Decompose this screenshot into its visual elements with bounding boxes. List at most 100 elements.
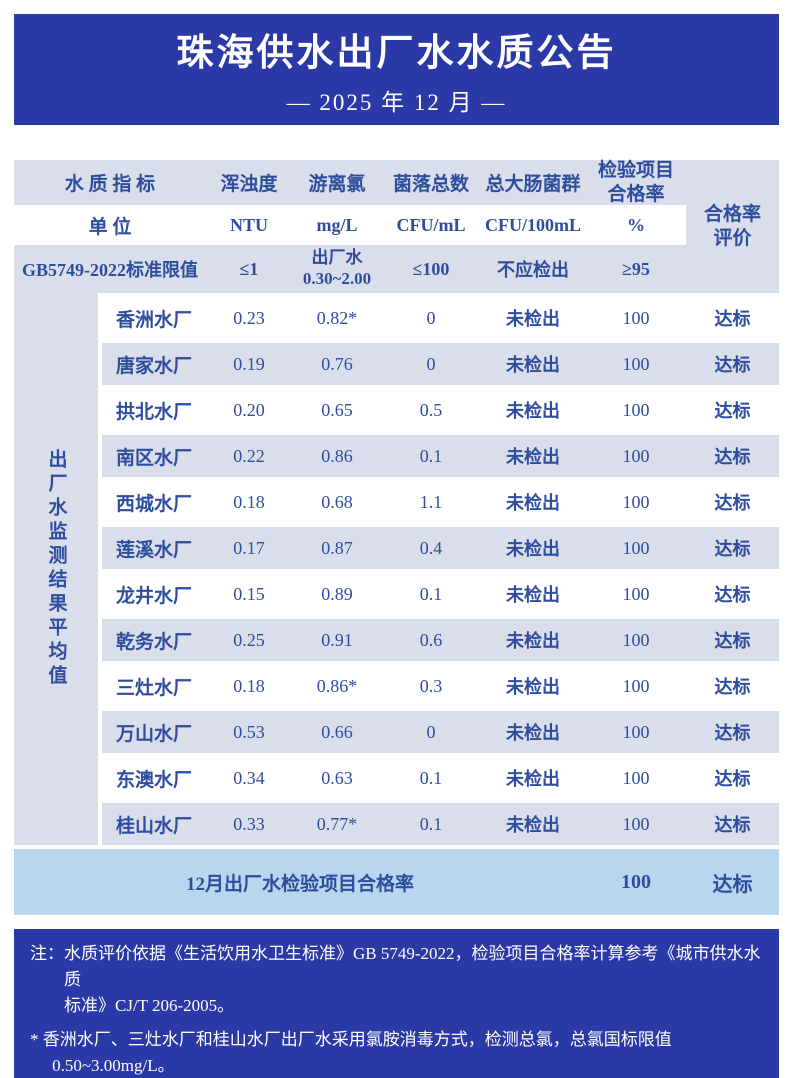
coliform-value: 未检出 xyxy=(506,769,560,789)
coliform-value: 未检出 xyxy=(506,723,560,743)
chlorine-value: 0.82* xyxy=(316,307,358,328)
evaluation-value: 达标 xyxy=(714,447,751,467)
bacteria-value: 0.3 xyxy=(419,675,443,696)
plant-name: 东澳水厂 xyxy=(115,769,192,791)
evaluation-value: 达标 xyxy=(714,309,751,329)
chlorine-value: 0.77* xyxy=(316,813,358,834)
pass-rate-value: 100 xyxy=(622,399,650,420)
turbidity-value: 0.19 xyxy=(233,353,265,374)
plant-name: 三灶水厂 xyxy=(115,677,192,699)
table-body: 出厂水监测结果平均值 香洲水厂 0.23 0.82* 0 未检出 100 达标 … xyxy=(14,293,779,845)
bacteria-value: 1.1 xyxy=(419,491,443,512)
bacteria-value: 0.1 xyxy=(419,445,443,466)
header-evaluation: 合格率 评价 xyxy=(686,160,779,293)
pass-rate-value: 100 xyxy=(622,353,650,374)
turbidity-value: 0.15 xyxy=(233,583,265,604)
plant-name: 莲溪水厂 xyxy=(115,539,192,561)
plant-name: 唐家水厂 xyxy=(115,355,192,377)
evaluation-value: 达标 xyxy=(714,769,751,789)
header-coliform: 总大肠菌群 xyxy=(480,160,586,205)
pass-rate-value: 100 xyxy=(622,537,650,558)
turbidity-value: 0.18 xyxy=(233,491,265,512)
summary-pass-rate: 100 xyxy=(621,870,651,893)
table-row: 南区水厂 0.22 0.86 0.1 未检出 100 达标 xyxy=(102,431,779,477)
pass-rate-value: 100 xyxy=(622,583,650,604)
pass-rate-value: 100 xyxy=(622,445,650,466)
unit-turbidity: NTU xyxy=(229,214,268,235)
coliform-value: 未检出 xyxy=(506,493,560,513)
page-subtitle: — 2025 年 12 月 — xyxy=(286,90,507,115)
unit-pass-rate: % xyxy=(627,214,645,235)
header-free-chlorine: 游离氯 xyxy=(292,160,382,205)
table-row: 龙井水厂 0.15 0.89 0.1 未检出 100 达标 xyxy=(102,569,779,615)
pass-rate-value: 100 xyxy=(622,813,650,834)
turbidity-value: 0.22 xyxy=(233,445,265,466)
unit-coliform: CFU/100mL xyxy=(485,214,581,235)
chlorine-value: 0.91 xyxy=(321,629,353,650)
standard-pass-rate: ≥95 xyxy=(586,245,686,293)
evaluation-value: 达标 xyxy=(714,355,751,375)
table-row: 乾务水厂 0.25 0.91 0.6 未检出 100 达标 xyxy=(102,615,779,661)
summary-row: 12月出厂水检验项目合格率 100 达标 xyxy=(14,845,779,915)
coliform-value: 未检出 xyxy=(506,447,560,467)
pass-rate-value: 100 xyxy=(622,491,650,512)
bacteria-value: 0.1 xyxy=(419,767,443,788)
coliform-value: 未检出 xyxy=(506,355,560,375)
coliform-value: 未检出 xyxy=(506,539,560,559)
turbidity-value: 0.18 xyxy=(233,675,265,696)
table-header: 水 质 指 标 浑浊度 游离氯 菌落总数 总大肠菌群 检验项目 合格率 合格率 … xyxy=(14,160,779,293)
standard-row-label: GB5749-2022标准限值 xyxy=(14,245,206,293)
turbidity-value: 0.34 xyxy=(233,767,265,788)
plant-name: 万山水厂 xyxy=(115,723,192,745)
header-indicator-label: 水 质 指 标 xyxy=(14,160,206,205)
coliform-value: 未检出 xyxy=(506,815,560,835)
evaluation-value: 达标 xyxy=(714,677,751,697)
evaluation-value: 达标 xyxy=(714,585,751,605)
plant-name: 拱北水厂 xyxy=(115,401,192,423)
table-row: 桂山水厂 0.33 0.77* 0.1 未检出 100 达标 xyxy=(102,799,779,845)
turbidity-value: 0.25 xyxy=(233,629,265,650)
table-row: 西城水厂 0.18 0.68 1.1 未检出 100 达标 xyxy=(102,477,779,523)
turbidity-value: 0.20 xyxy=(233,399,265,420)
chlorine-value: 0.63 xyxy=(321,767,353,788)
evaluation-value: 达标 xyxy=(714,539,751,559)
bacteria-value: 0 xyxy=(426,721,436,742)
unit-row-label: 单 位 xyxy=(88,216,132,238)
plant-name: 龙井水厂 xyxy=(115,585,192,607)
chlorine-value: 0.86* xyxy=(316,675,358,696)
turbidity-value: 0.33 xyxy=(233,813,265,834)
evaluation-value: 达标 xyxy=(714,493,751,513)
chlorine-value: 0.65 xyxy=(321,399,353,420)
chlorine-value: 0.76 xyxy=(321,353,353,374)
chlorine-value: 0.66 xyxy=(321,721,353,742)
table-row: 唐家水厂 0.19 0.76 0 未检出 100 达标 xyxy=(102,339,779,385)
bacteria-value: 0 xyxy=(426,353,436,374)
evaluation-value: 达标 xyxy=(714,815,751,835)
page-title: 珠海供水出厂水水质公告 xyxy=(176,33,617,74)
chlorine-value: 0.86 xyxy=(321,445,353,466)
bacteria-value: 0.5 xyxy=(419,399,443,420)
table-row: 香洲水厂 0.23 0.82* 0 未检出 100 达标 xyxy=(102,293,779,339)
pass-rate-value: 100 xyxy=(622,675,650,696)
header-turbidity: 浑浊度 xyxy=(206,160,292,205)
notes-box: 注：水质评价依据《生活饮用水卫生标准》GB 5749-2022，检验项目合格率计… xyxy=(14,929,779,1078)
table-row: 莲溪水厂 0.17 0.87 0.4 未检出 100 达标 xyxy=(102,523,779,569)
plant-name: 香洲水厂 xyxy=(115,309,192,331)
turbidity-value: 0.23 xyxy=(233,307,265,328)
standard-bacteria: ≤100 xyxy=(382,245,480,293)
header-bacteria-count: 菌落总数 xyxy=(382,160,480,205)
table-row: 拱北水厂 0.20 0.65 0.5 未检出 100 达标 xyxy=(102,385,779,431)
table-row: 三灶水厂 0.18 0.86* 0.3 未检出 100 达标 xyxy=(102,661,779,707)
standard-coliform: 不应检出 xyxy=(480,245,586,293)
evaluation-value: 达标 xyxy=(714,723,751,743)
table-row: 万山水厂 0.53 0.66 0 未检出 100 达标 xyxy=(102,707,779,753)
standard-chlorine: 出厂水 0.30~2.00 xyxy=(292,245,382,293)
plant-rows: 香洲水厂 0.23 0.82* 0 未检出 100 达标 唐家水厂 0.19 0… xyxy=(102,293,779,845)
table-row: 东澳水厂 0.34 0.63 0.1 未检出 100 达标 xyxy=(102,753,779,799)
side-label-text: 出厂水监测结果平均值 xyxy=(45,449,67,689)
evaluation-value: 达标 xyxy=(714,401,751,421)
coliform-value: 未检出 xyxy=(506,631,560,651)
bacteria-value: 0.4 xyxy=(419,537,443,558)
pass-rate-value: 100 xyxy=(622,307,650,328)
evaluation-value: 达标 xyxy=(714,631,751,651)
